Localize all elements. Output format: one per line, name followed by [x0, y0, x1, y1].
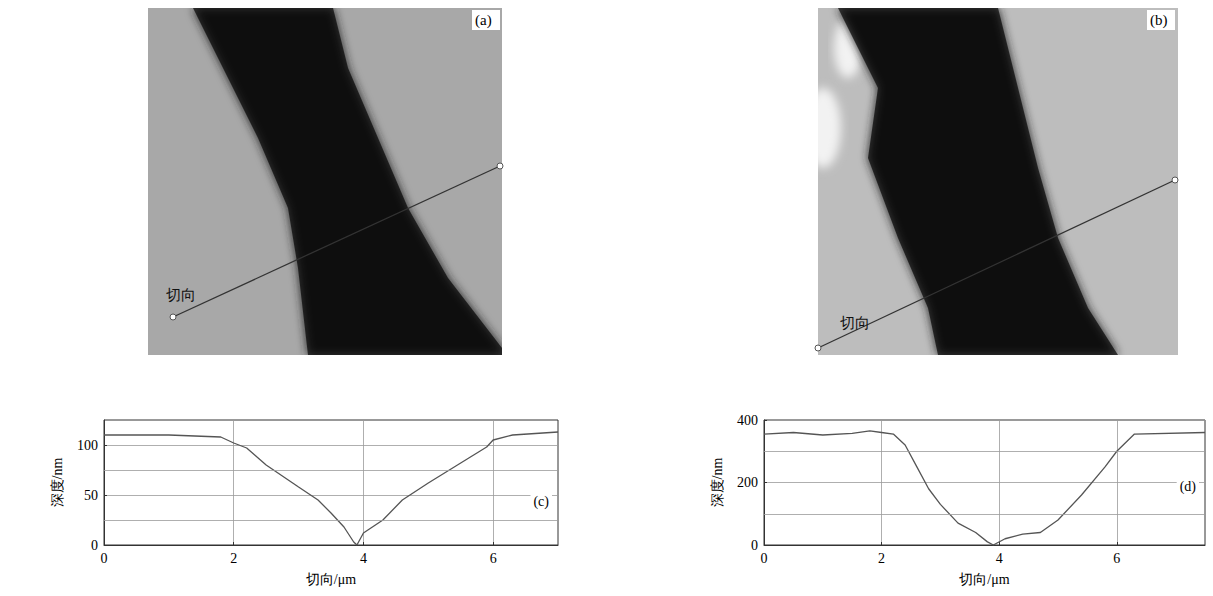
svg-text:2: 2: [230, 551, 237, 566]
svg-text:(d): (d): [1180, 479, 1197, 495]
svg-text:0: 0: [751, 538, 758, 553]
svg-text:0: 0: [101, 551, 108, 566]
svg-text:2: 2: [878, 551, 885, 566]
svg-text:400: 400: [737, 413, 758, 428]
svg-text:6: 6: [490, 551, 497, 566]
svg-text:切向: 切向: [166, 286, 196, 304]
svg-text:0: 0: [761, 551, 768, 566]
svg-text:4: 4: [996, 551, 1003, 566]
svg-text:6: 6: [1113, 551, 1120, 566]
svg-text:(c): (c): [533, 494, 549, 510]
svg-text:深度/nm: 深度/nm: [50, 458, 65, 508]
svg-text:切向/μm: 切向/μm: [306, 572, 356, 587]
svg-text:深度/nm: 深度/nm: [710, 458, 725, 508]
svg-text:200: 200: [737, 475, 758, 490]
svg-text:(a): (a): [475, 12, 492, 29]
svg-text:0: 0: [91, 538, 98, 553]
svg-text:50: 50: [84, 488, 98, 503]
svg-text:切向/μm: 切向/μm: [959, 572, 1009, 587]
svg-text:(b): (b): [1150, 12, 1168, 29]
svg-text:4: 4: [360, 551, 367, 566]
svg-text:切向: 切向: [840, 314, 870, 332]
svg-text:100: 100: [77, 438, 98, 453]
